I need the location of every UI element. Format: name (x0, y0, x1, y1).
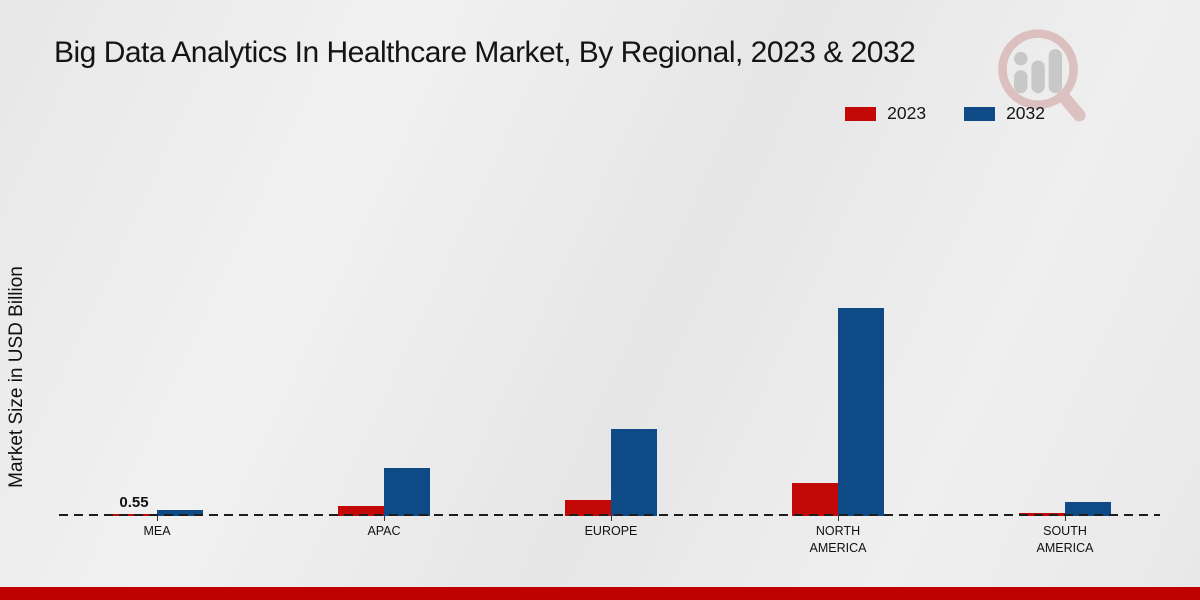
legend-item-2023: 2023 (845, 103, 926, 124)
category-label-south-america: SOUTH AMERICA (1036, 524, 1094, 555)
bar-2023-europe (565, 499, 611, 516)
category-label-europe: EUROPE (584, 524, 638, 538)
legend-label-2032: 2032 (1006, 103, 1045, 123)
legend-label-2023: 2023 (887, 103, 927, 123)
magnifier-bar-chart-logo-icon (998, 29, 1086, 122)
x-axis-baseline (59, 514, 1160, 516)
legend-swatch-2023 (845, 106, 877, 121)
category-label-mea: MEA (143, 524, 171, 538)
x-axis-tick (157, 516, 158, 521)
legend-swatch-2032 (964, 106, 996, 121)
bar-2032-mea (157, 509, 203, 516)
bar-2032-south-america (1065, 501, 1111, 516)
x-axis-tick (1065, 516, 1066, 521)
bar-2032-europe (611, 429, 657, 516)
legend: 2023 2032 (845, 103, 1045, 124)
legend-item-2032: 2032 (964, 103, 1045, 124)
bar-2032-apac (384, 468, 430, 516)
x-axis-tick (384, 516, 385, 521)
x-axis-tick (611, 516, 612, 521)
bar-2023-north-america (792, 482, 838, 516)
category-label-north-america: NORTH AMERICA (809, 524, 867, 555)
category-label-apac: APAC (367, 524, 401, 538)
chart-title: Big Data Analytics In Healthcare Market,… (54, 36, 916, 69)
x-axis-tick (838, 516, 839, 521)
bar-2032-north-america (838, 307, 884, 516)
bar-2023-apac (338, 505, 384, 516)
data-label-2023-mea: 0.55 (119, 493, 149, 511)
bottom-accent-band (0, 587, 1200, 600)
